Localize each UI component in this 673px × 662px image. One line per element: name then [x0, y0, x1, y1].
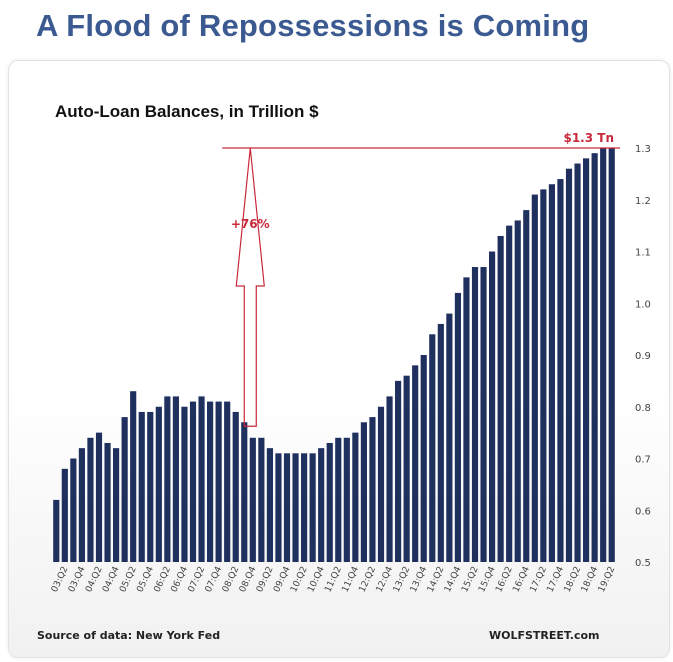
y-tick-label: 1.3: [635, 144, 651, 155]
bar: [113, 448, 120, 562]
bar: [95, 432, 103, 562]
bar: [369, 417, 376, 562]
bar: [249, 437, 256, 562]
bar: [489, 251, 496, 562]
bar: [377, 406, 385, 562]
bar: [574, 163, 581, 562]
bar: [565, 168, 573, 562]
bar: [412, 365, 419, 562]
bar: [155, 406, 162, 562]
bar: [104, 442, 111, 562]
bar: [591, 153, 598, 563]
bar: [172, 396, 179, 562]
source-note: Source of data: New York Fed: [37, 629, 220, 642]
bar: [78, 448, 85, 562]
bar: [87, 437, 94, 562]
bar: [198, 396, 205, 562]
bar: [437, 323, 444, 562]
bar: [506, 225, 513, 562]
bar: [258, 437, 265, 562]
bar: [557, 179, 564, 563]
chart-panel: Auto-Loan Balances, in Trillion $ 0.5 0.6…: [8, 60, 670, 658]
bar: [420, 355, 427, 562]
bar: [523, 210, 530, 562]
bar: [454, 292, 461, 562]
bar: [446, 313, 453, 562]
bar: [266, 448, 273, 562]
y-tick-label: 0.6: [635, 506, 651, 517]
bar: [386, 396, 393, 562]
bar: [147, 411, 154, 562]
bar: [540, 189, 547, 562]
bar: [548, 184, 555, 562]
peak-label: $1.3 Tn: [563, 131, 614, 145]
bar: [309, 453, 316, 562]
bar: [480, 267, 487, 562]
change-arrow: [235, 147, 265, 427]
bar: [241, 422, 248, 562]
bar: [395, 380, 402, 562]
bar: [608, 148, 615, 562]
bar: [232, 411, 239, 562]
bar: [130, 391, 137, 562]
y-tick-label: 1.2: [635, 196, 651, 207]
bar: [514, 220, 521, 562]
y-tick-label: 1.1: [635, 248, 651, 259]
bar: [343, 437, 350, 562]
bar: [215, 401, 222, 562]
annotation-layer: +76% $1.3 Tn: [222, 131, 620, 427]
bar: [70, 458, 77, 562]
auto-loan-chart: Auto-Loan Balances, in Trillion $ 0.5 0.6…: [37, 102, 651, 642]
bar: [181, 406, 188, 562]
bar: [292, 453, 299, 562]
y-axis: 0.5 0.6 0.7 0.8 0.9 1.0 1.1 1.2 1.3: [635, 144, 651, 569]
bar: [335, 437, 342, 562]
y-tick-label: 0.8: [635, 403, 651, 414]
bar: [189, 401, 197, 562]
bar: [531, 194, 538, 562]
credit-note: WOLFSTREET.com: [489, 629, 599, 642]
change-label: +76%: [231, 217, 270, 231]
y-tick-label: 0.9: [635, 351, 651, 362]
bar: [318, 448, 325, 562]
bar: [352, 432, 359, 562]
chart-title: Auto-Loan Balances, in Trillion $: [55, 102, 319, 121]
bar: [429, 334, 436, 562]
bar: [138, 411, 145, 562]
x-axis: 03:Q203:Q404:Q204:Q405:Q205:Q406:Q206:Q4…: [50, 565, 618, 594]
bar: [121, 417, 128, 562]
bar: [301, 453, 308, 562]
bar: [326, 442, 333, 562]
bar: [61, 468, 68, 562]
bar: [497, 235, 504, 562]
bar: [600, 148, 607, 562]
bar: [583, 158, 590, 562]
bar: [207, 401, 214, 562]
bar-series: [53, 148, 615, 563]
bar: [471, 267, 479, 562]
bar: [275, 453, 282, 562]
bar: [463, 277, 470, 562]
bar: [164, 396, 171, 562]
y-tick-label: 1.0: [635, 299, 651, 310]
page-headline: A Flood of Repossessions is Coming: [36, 8, 590, 43]
y-tick-label: 0.5: [635, 558, 651, 569]
bar: [403, 375, 410, 562]
bar: [360, 422, 367, 562]
bar: [53, 499, 60, 562]
bar: [283, 453, 291, 562]
y-tick-label: 0.7: [635, 455, 651, 466]
bar: [224, 401, 231, 562]
